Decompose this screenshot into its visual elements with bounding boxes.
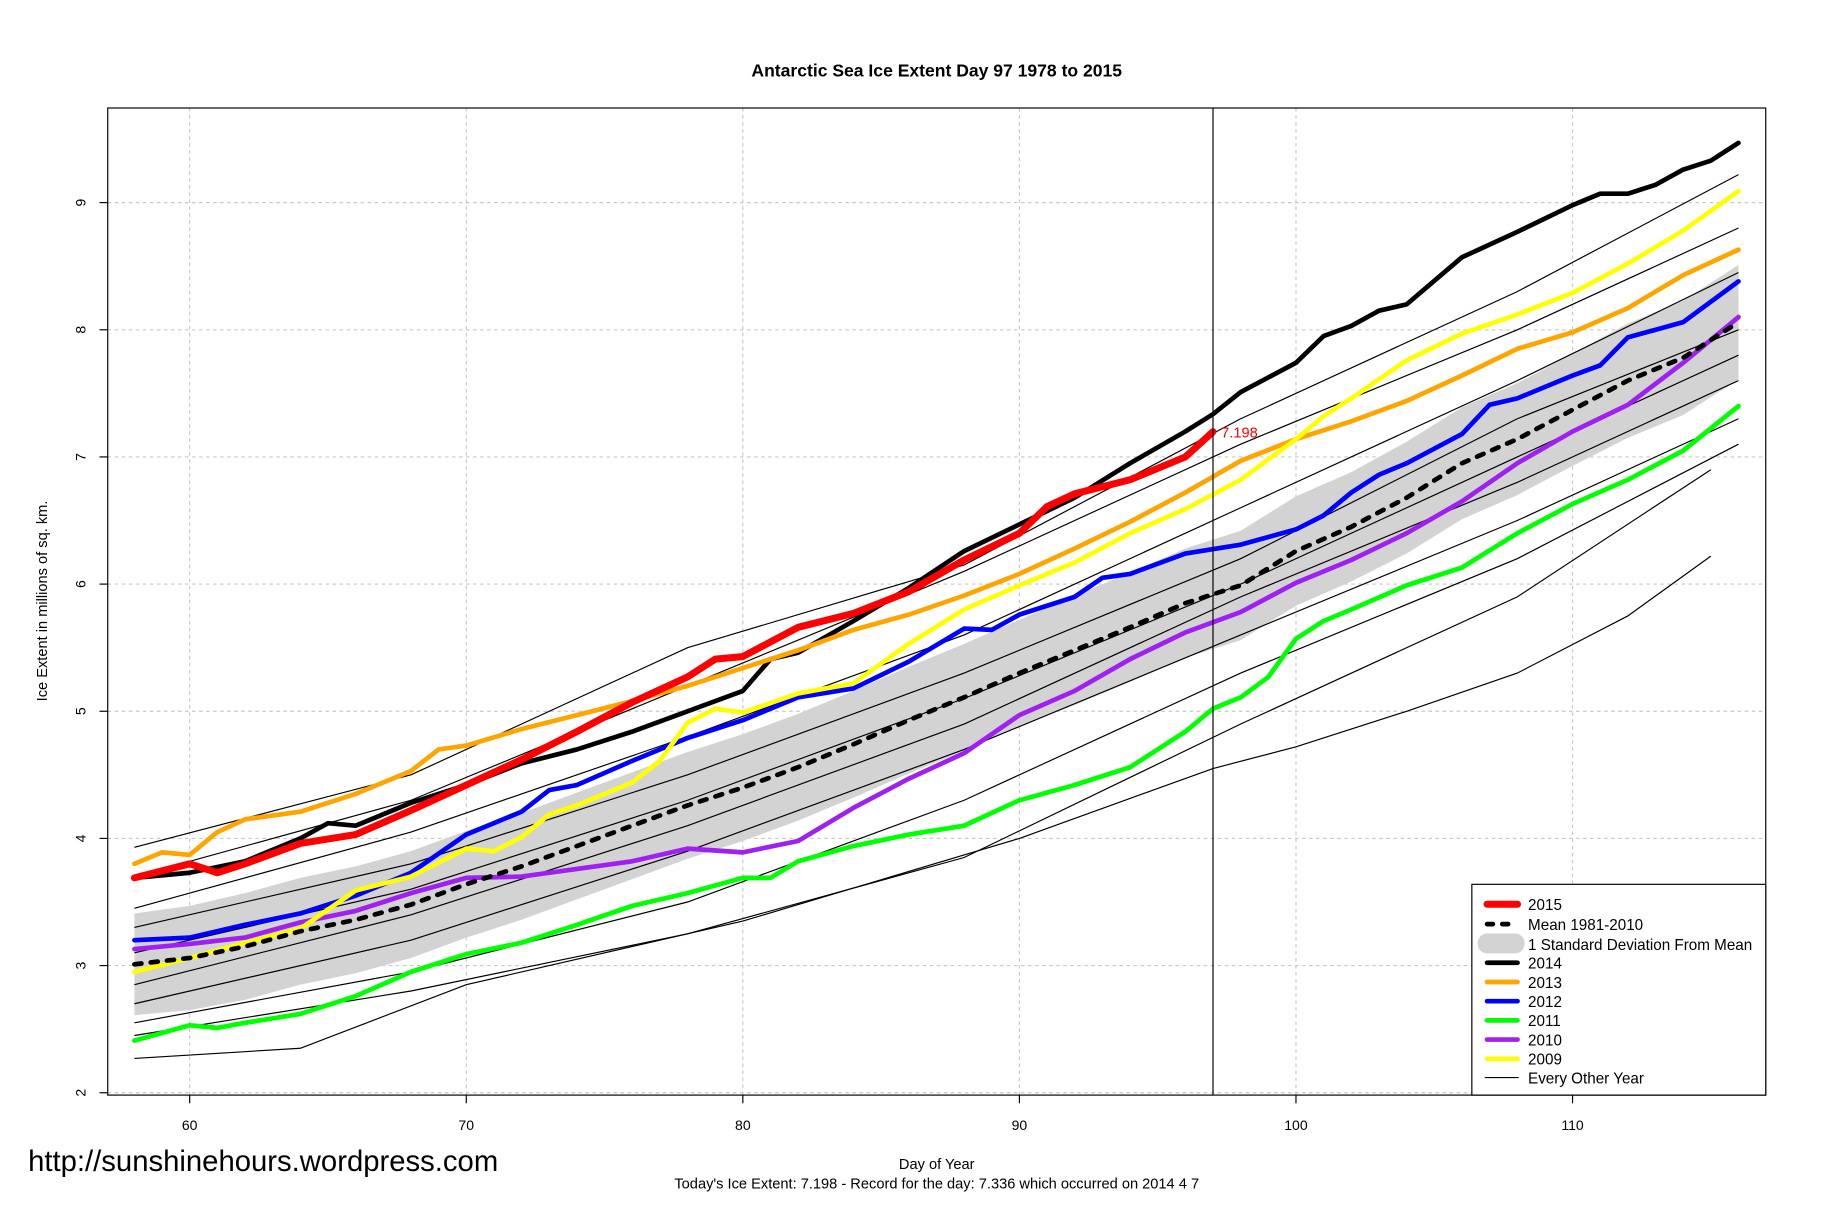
y-tick-label: 3: [72, 961, 88, 969]
series-line-2010: [132, 314, 1741, 952]
chart-title: Antarctic Sea Ice Extent Day 97 1978 to …: [751, 60, 1122, 80]
y-tick-label: 7: [72, 453, 88, 461]
other-year-line: [134, 329, 1739, 928]
other-year-line: [134, 469, 1712, 1037]
watermark: http://sunshinehours.wordpress.com: [28, 1146, 498, 1178]
axes: 60 70 80 90 100 110 2 3 4 5 6 7 8 9: [72, 199, 1583, 1134]
legend-label-2011: 2011: [1528, 1013, 1561, 1030]
other-year-line: [134, 271, 1739, 909]
series-line-2011: [132, 403, 1741, 1043]
legend: 2015 Mean 1981-2010 1 Standard Deviation…: [1471, 883, 1767, 1096]
legend-label-2009: 2009: [1528, 1052, 1562, 1069]
legend-label-2014: 2014: [1528, 956, 1562, 973]
mean-layer: [132, 319, 1741, 967]
y-axis-label: Ice Extent in millions of sq. km.: [35, 501, 51, 702]
other-year-line: [134, 174, 1739, 848]
footnote: Today's Ice Extent: 7.198 - Record for t…: [674, 1177, 1199, 1193]
current-value-label: 7.198: [1221, 426, 1258, 442]
legend-label-mean: Mean 1981-2010: [1528, 917, 1643, 934]
series-line-2009: [132, 188, 1741, 975]
series-line-2013: [132, 247, 1741, 867]
x-axis-label: Day of Year: [899, 1157, 975, 1173]
y-tick-label: 9: [72, 199, 88, 207]
x-tick-label: 110: [1561, 1117, 1584, 1133]
other-years-layer: [134, 174, 1739, 1060]
y-tick-label: 5: [72, 707, 88, 715]
legend-label-2012: 2012: [1528, 994, 1562, 1011]
mean-line: [132, 319, 1741, 967]
legend-label-2015: 2015: [1528, 897, 1562, 914]
legend-swatch-sd: [1477, 933, 1525, 954]
legend-label-sd: 1 Standard Deviation From Mean: [1528, 937, 1752, 954]
y-tick-label: 8: [72, 326, 88, 334]
x-tick-label: 60: [182, 1117, 198, 1133]
y-tick-label: 4: [72, 834, 88, 842]
x-tick-label: 100: [1284, 1117, 1308, 1133]
series-line-2012: [132, 279, 1741, 943]
legend-label-2010: 2010: [1528, 1032, 1562, 1049]
series-line-2015: [130, 428, 1217, 882]
series-layer: [130, 140, 1741, 1043]
other-year-line: [134, 380, 1739, 986]
x-tick-label: 90: [1012, 1117, 1028, 1133]
y-tick-label: 2: [72, 1089, 88, 1097]
x-tick-label: 80: [735, 1117, 751, 1133]
y-tick-label: 6: [72, 580, 88, 588]
legend-box: [1471, 883, 1767, 1096]
other-year-line: [134, 418, 1739, 1005]
plot-frame: [107, 107, 1767, 1096]
legend-label-2013: 2013: [1528, 975, 1562, 992]
other-year-line: [134, 227, 1739, 878]
x-tick-label: 70: [458, 1117, 474, 1133]
legend-label-other-years: Every Other Year: [1528, 1070, 1644, 1087]
